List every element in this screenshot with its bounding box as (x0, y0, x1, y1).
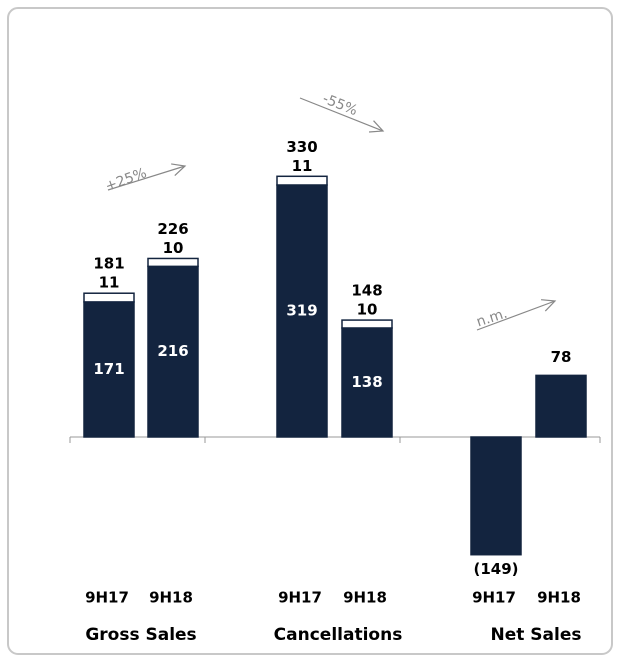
bar-segment (470, 436, 522, 556)
x-tick-label: 9H18 (343, 589, 387, 607)
total-label: 148 (351, 282, 382, 300)
bar-segment (83, 292, 135, 303)
x-tick-label: 9H18 (149, 589, 193, 607)
bar-segment (147, 265, 199, 438)
bar-value-label: 319 (286, 301, 317, 319)
annotation-arrow (107, 165, 186, 191)
bar-value-label: 216 (157, 342, 188, 360)
group-label: Gross Sales (85, 625, 196, 645)
group-label: Cancellations (274, 625, 403, 645)
annotation-arrowhead (368, 120, 385, 133)
segment-value-label: 10 (163, 239, 184, 257)
annotation-arrowhead (541, 299, 557, 312)
bar-value-label: 78 (551, 348, 572, 366)
segment-value-label: 11 (292, 157, 313, 175)
bar-segment (147, 257, 199, 268)
segment-value-label: 11 (99, 274, 120, 292)
total-label: 330 (286, 138, 317, 156)
bar-segment (535, 374, 587, 438)
annotation-arrow (476, 300, 556, 331)
bar-segment (341, 319, 393, 329)
x-tick-label: 9H18 (537, 589, 581, 607)
bar-value-label: 138 (351, 373, 382, 391)
total-label: 181 (93, 255, 124, 273)
x-tick-label: 9H17 (472, 589, 516, 607)
bar-value-label: (149) (473, 560, 518, 578)
bar-segment (83, 301, 135, 438)
x-tick-label: 9H17 (85, 589, 129, 607)
segment-value-label: 10 (357, 301, 378, 319)
bar-value-label: 171 (93, 360, 124, 378)
bar-segment (276, 175, 328, 186)
annotation-arrow (299, 97, 384, 132)
annotation-arrowhead (171, 163, 187, 177)
bar-segment (276, 184, 328, 438)
group-label: Net Sales (491, 625, 582, 645)
total-label: 226 (157, 220, 188, 238)
x-tick-label: 9H17 (278, 589, 322, 607)
